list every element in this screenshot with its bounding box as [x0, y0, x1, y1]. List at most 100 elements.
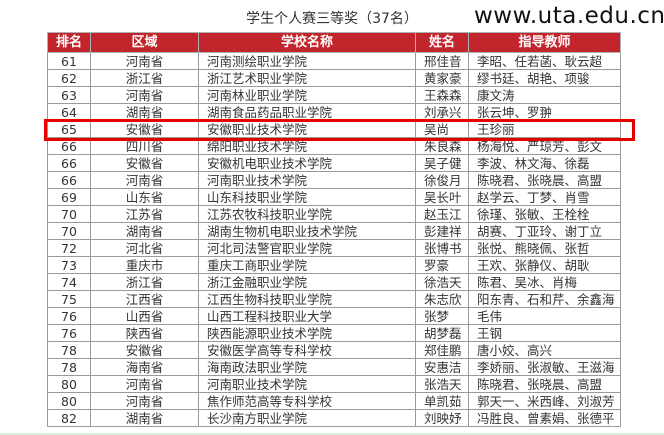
cell-school: 焦作师范高等专科学校	[198, 392, 416, 410]
cell-school: 安徽医学高等专科学校	[198, 341, 416, 359]
header-row: 排名 区域 学校名称 姓名 指导教师	[47, 32, 621, 53]
table-row: 63 河南省 河南林业职业学院 王森森 康文涛	[47, 86, 621, 104]
cell-teacher: 缪书廷、胡艳、项骏	[468, 69, 621, 87]
cell-name: 张梦	[415, 307, 469, 325]
cell-region: 重庆市	[90, 256, 199, 274]
cell-teacher: 徐瑾、张敏、王栓栓	[468, 205, 621, 223]
cell-teacher: 唐小姣、高兴	[468, 341, 621, 359]
table-row: 61 河南省 河南测绘职业学院 邢佳音 李昭、任若菡、耿云超	[47, 52, 621, 70]
cell-name: 安惠洁	[415, 358, 469, 376]
cell-name: 吴尚	[415, 120, 469, 138]
cell-school: 湖南食品药品职业学院	[198, 103, 416, 121]
cell-name: 胡梦磊	[415, 324, 469, 342]
cell-rank: 64	[47, 103, 91, 121]
cell-school: 河南职业技术学院	[198, 171, 416, 189]
cell-rank: 78	[47, 358, 91, 376]
table-row: 80 河南省 河南职业技术学院 张浩天 陈晓君、张晓晨、高盟	[47, 375, 621, 393]
cell-region: 浙江省	[90, 273, 199, 291]
cell-school: 江西生物科技职业学院	[198, 290, 416, 308]
cell-name: 吴长叶	[415, 188, 469, 206]
cell-region: 海南省	[90, 358, 199, 376]
cell-name: 徐浩天	[415, 273, 469, 291]
table-row: 74 浙江省 浙江金融职业学院 徐浩天 陈君、吴冰、肖梅	[47, 273, 621, 291]
table-title: 学生个人赛三等奖（37名）	[246, 11, 418, 27]
cell-school: 江苏农牧科技职业学院	[198, 205, 416, 223]
cell-region: 江西省	[90, 290, 199, 308]
cell-school: 绵阳职业技术学院	[198, 137, 416, 155]
cell-region: 河北省	[90, 239, 199, 257]
table-row: 76 陕西省 陕西能源职业技术学院 胡梦磊 王钢	[47, 324, 621, 342]
cell-region: 河南省	[90, 52, 199, 70]
table-row: 66 河南省 河南职业技术学院 徐俊月 陈晓君、张晓晨、高盟	[47, 171, 621, 189]
bottom-strip	[0, 433, 664, 435]
table-row: 76 山西省 山西工程科技职业大学 张梦 毛伟	[47, 307, 621, 325]
cell-region: 安徽省	[90, 120, 199, 138]
cell-rank: 63	[47, 86, 91, 104]
cell-school: 河北司法警官职业学院	[198, 239, 416, 257]
cell-school: 长沙南方职业学院	[198, 409, 416, 427]
cell-region: 陕西省	[90, 324, 199, 342]
cell-school: 湖南生物机电职业技术学院	[198, 222, 416, 240]
award-table: 排名 区域 学校名称 姓名 指导教师 61 河南省 河南测绘职业学院 邢佳音 李昭、任若…	[47, 32, 621, 427]
cell-teacher: 康文涛	[468, 86, 621, 104]
cell-region: 安徽省	[90, 341, 199, 359]
cell-teacher: 李波、林文海、徐磊	[468, 154, 621, 172]
cell-teacher: 赵学云、丁梦、肖雪	[468, 188, 621, 206]
cell-region: 江苏省	[90, 205, 199, 223]
cell-name: 刘映妤	[415, 409, 469, 427]
cell-name: 朱志欣	[415, 290, 469, 308]
cell-rank: 74	[47, 273, 91, 291]
cell-rank: 76	[47, 324, 91, 342]
table-row: 80 河南省 焦作师范高等专科学校 单凯茹 郭天一、米西峰、刘淑芳	[47, 392, 621, 410]
table-row: 64 湖南省 湖南食品药品职业学院 刘承兴 张云坤、罗翀	[47, 103, 621, 121]
cell-teacher: 李昭、任若菡、耿云超	[468, 52, 621, 70]
cell-school: 河南测绘职业学院	[198, 52, 416, 70]
cell-region: 湖南省	[90, 222, 199, 240]
table-row: 65 安徽省 安徽职业技术学院 吴尚 王珍丽	[47, 120, 621, 138]
cell-rank: 73	[47, 256, 91, 274]
table-row: 75 江西省 江西生物科技职业学院 朱志欣 阳东青、石和芹、余鑫海	[47, 290, 621, 308]
cell-teacher: 郭天一、米西峰、刘淑芳	[468, 392, 621, 410]
table-row: 72 河北省 河北司法警官职业学院 张博书 张悦、熊晓佩、张哲	[47, 239, 621, 257]
header-teacher: 指导教师	[468, 32, 621, 53]
cell-teacher: 胡赛、丁亚玲、谢丁立	[468, 222, 621, 240]
cell-teacher: 王欢、张静仪、胡耿	[468, 256, 621, 274]
cell-region: 安徽省	[90, 154, 199, 172]
cell-teacher: 张云坤、罗翀	[468, 103, 621, 121]
cell-region: 湖南省	[90, 409, 199, 427]
cell-teacher: 毛伟	[468, 307, 621, 325]
cell-rank: 76	[47, 307, 91, 325]
cell-rank: 62	[47, 69, 91, 87]
table-row: 70 江苏省 江苏农牧科技职业学院 赵玉江 徐瑾、张敏、王栓栓	[47, 205, 621, 223]
cell-region: 河南省	[90, 171, 199, 189]
cell-teacher: 陈晓君、张晓晨、高盟	[468, 171, 621, 189]
cell-name: 王森森	[415, 86, 469, 104]
cell-name: 单凯茹	[415, 392, 469, 410]
table-row: 69 山东省 山东科技职业学院 吴长叶 赵学云、丁梦、肖雪	[47, 188, 621, 206]
cell-school: 安徽机电职业技术学院	[198, 154, 416, 172]
table-row: 62 浙江省 浙江艺术职业学院 黄家豪 缪书廷、胡艳、项骏	[47, 69, 621, 87]
cell-school: 河南林业职业学院	[198, 86, 416, 104]
table-row: 78 安徽省 安徽医学高等专科学校 郑佳鹏 唐小姣、高兴	[47, 341, 621, 359]
cell-teacher: 王钢	[468, 324, 621, 342]
cell-teacher: 陈君、吴冰、肖梅	[468, 273, 621, 291]
cell-school: 河南职业技术学院	[198, 375, 416, 393]
cell-school: 安徽职业技术学院	[198, 120, 416, 138]
cell-school: 山西工程科技职业大学	[198, 307, 416, 325]
cell-rank: 80	[47, 375, 91, 393]
cell-name: 赵玉江	[415, 205, 469, 223]
cell-teacher: 杨海悦、严琼芳、彭文	[468, 137, 621, 155]
header-region: 区域	[90, 32, 199, 53]
cell-region: 河南省	[90, 392, 199, 410]
cell-rank: 72	[47, 239, 91, 257]
cell-teacher: 冯胜良、曾素娟、张德平	[468, 409, 621, 427]
cell-rank: 66	[47, 137, 91, 155]
cell-name: 罗豪	[415, 256, 469, 274]
cell-rank: 65	[47, 120, 91, 138]
cell-region: 四川省	[90, 137, 199, 155]
cell-school: 山东科技职业学院	[198, 188, 416, 206]
cell-rank: 78	[47, 341, 91, 359]
cell-rank: 61	[47, 52, 91, 70]
cell-name: 黄家豪	[415, 69, 469, 87]
cell-region: 河南省	[90, 86, 199, 104]
